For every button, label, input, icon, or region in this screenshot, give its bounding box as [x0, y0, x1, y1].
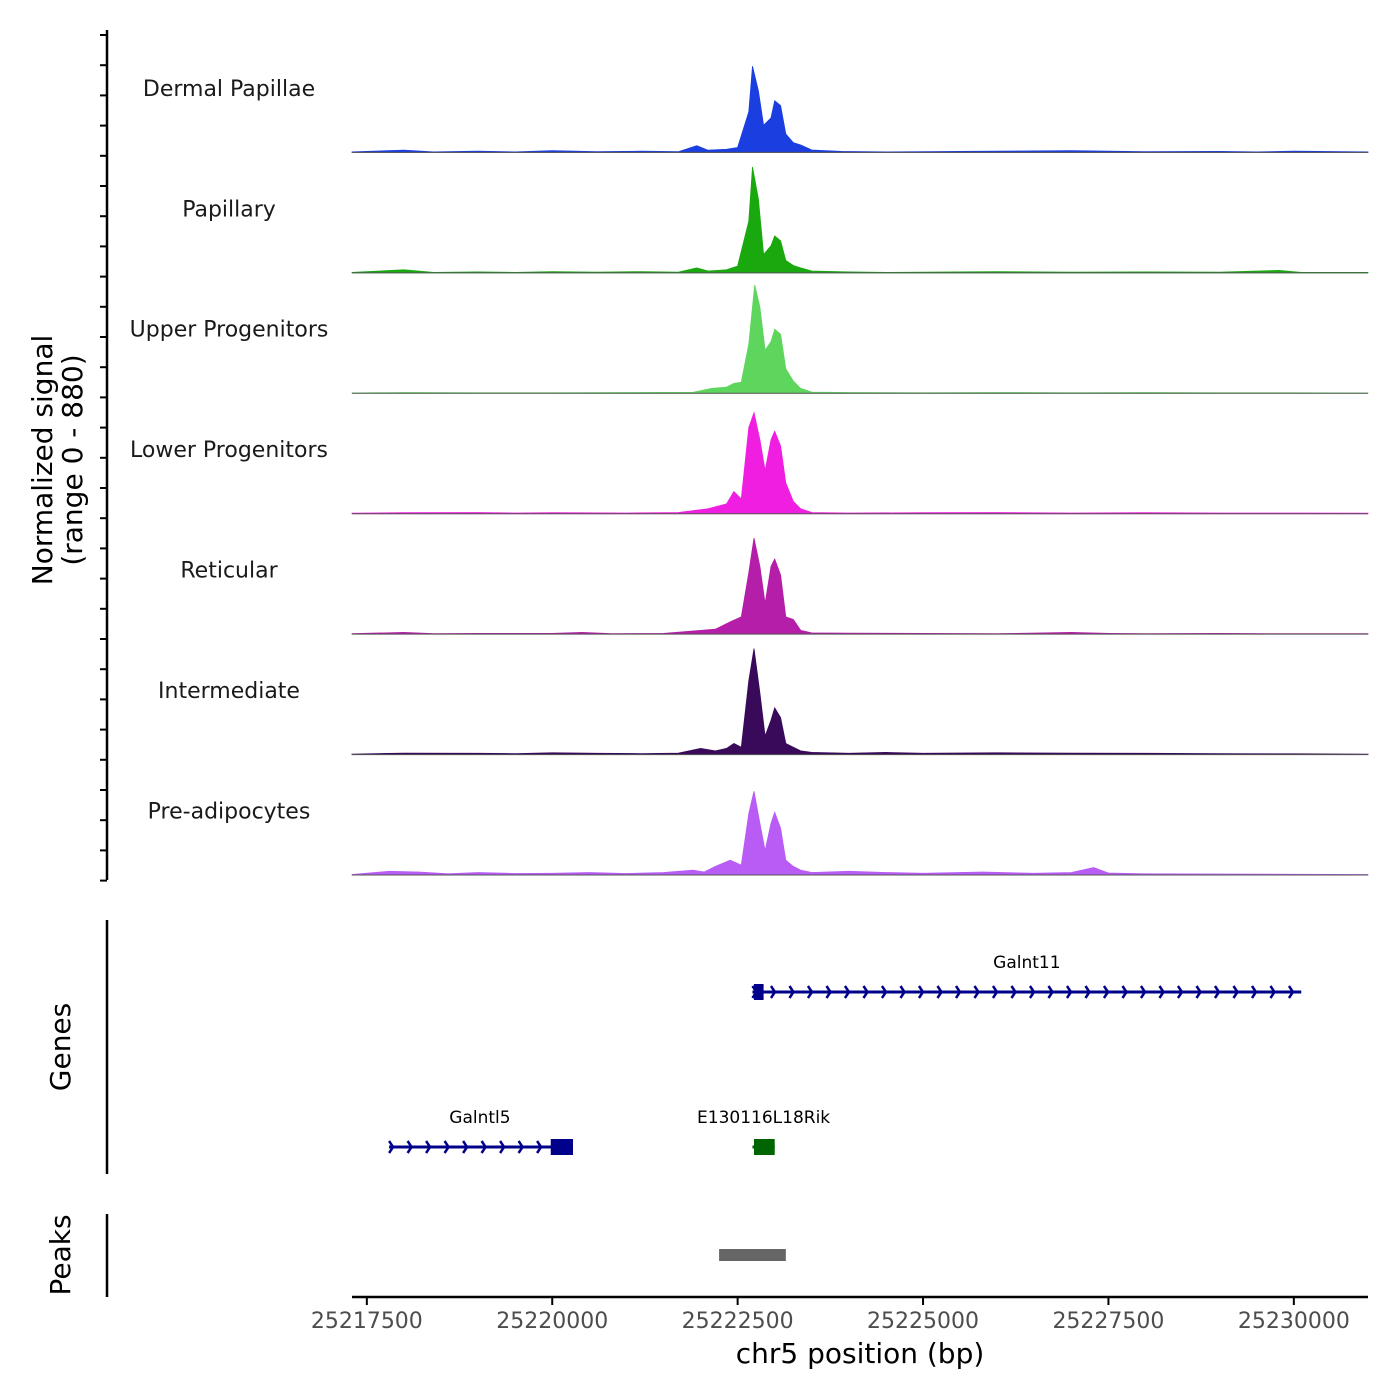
y-axis-title-line1: Normalized signal	[26, 335, 59, 586]
strand-arrow	[406, 1140, 414, 1154]
strand-arrow	[917, 985, 925, 999]
strand-arrow	[1084, 985, 1091, 999]
strand-arrow	[1028, 985, 1036, 999]
gene-galntl5: Galntl5	[388, 1108, 573, 1155]
peak-region	[719, 1249, 786, 1261]
track-upper-progenitors: Upper Progenitors	[130, 284, 1369, 394]
strand-arrow	[1065, 985, 1073, 999]
gene-label: Galnt11	[993, 953, 1060, 973]
y-axis-ticks	[100, 34, 107, 882]
strand-arrow	[425, 1140, 432, 1154]
strand-arrow	[499, 1140, 506, 1154]
strand-arrow	[899, 985, 906, 999]
x-tick-label: 25227500	[1052, 1309, 1164, 1334]
track-label: Lower Progenitors	[130, 438, 328, 463]
strand-arrow	[973, 985, 980, 999]
track-lower-progenitors: Lower Progenitors	[130, 411, 1369, 515]
strand-arrow	[443, 1140, 451, 1154]
x-tick-label: 25217500	[311, 1309, 423, 1334]
track-label: Upper Progenitors	[130, 318, 329, 343]
strand-arrow	[1176, 985, 1184, 999]
strand-arrow	[769, 985, 777, 999]
peaks-track-title: Peaks	[44, 1214, 77, 1295]
strand-arrow	[1010, 985, 1017, 999]
strand-arrow	[954, 985, 962, 999]
strand-arrow	[991, 985, 999, 999]
strand-arrow	[880, 985, 888, 999]
strand-arrow	[462, 1140, 469, 1154]
track-label: Reticular	[180, 559, 278, 584]
track-label: Pre-adipocytes	[148, 799, 311, 824]
strand-arrow	[806, 985, 814, 999]
strand-arrow	[936, 985, 943, 999]
track-label: Papillary	[182, 197, 276, 222]
x-tick-label: 25220000	[496, 1309, 608, 1334]
gene-label: E130116L18Rik	[697, 1108, 830, 1128]
gene-exon	[753, 984, 764, 1000]
strand-arrow	[1139, 985, 1147, 999]
strand-arrow	[825, 985, 832, 999]
peak-track	[719, 1249, 786, 1261]
track-signal-area	[351, 166, 1369, 274]
gene-exon	[550, 1139, 573, 1155]
gene-label: Galntl5	[449, 1108, 510, 1128]
x-axis-title: chr5 position (bp)	[736, 1337, 985, 1370]
strand-arrow	[1287, 985, 1295, 999]
track-intermediate: Intermediate	[158, 648, 1369, 756]
track-reticular: Reticular	[180, 538, 1369, 635]
track-signal-area	[351, 791, 1369, 876]
track-signal-area	[351, 411, 1369, 515]
track-signal-area	[351, 66, 1369, 153]
genes-track-title: Genes	[44, 1003, 77, 1091]
track-pre-adipocytes: Pre-adipocytes	[148, 791, 1369, 876]
track-papillary: Papillary	[182, 166, 1369, 274]
strand-arrow	[1269, 985, 1276, 999]
strand-arrow	[480, 1140, 488, 1154]
strand-arrow	[1158, 985, 1165, 999]
strand-arrow	[1121, 985, 1128, 999]
track-signal-area	[351, 538, 1369, 635]
y-axis-title-line2: (range 0 - 880)	[56, 354, 89, 565]
track-signal-area	[351, 284, 1369, 394]
x-tick-label: 25230000	[1238, 1309, 1350, 1334]
track-label: Dermal Papillae	[143, 77, 315, 102]
gene-e130116l18rik: E130116L18Rik	[697, 1108, 830, 1155]
strand-arrow	[788, 985, 795, 999]
strand-arrow	[517, 1140, 525, 1154]
strand-arrow	[1195, 985, 1202, 999]
strand-arrow	[1232, 985, 1239, 999]
track-label: Intermediate	[158, 679, 300, 704]
x-tick-label: 25225000	[867, 1309, 979, 1334]
track-dermal-papillae: Dermal Papillae	[143, 66, 1369, 153]
strand-arrow	[843, 985, 851, 999]
strand-arrow	[1213, 985, 1221, 999]
y-axis-title: Normalized signal (range 0 - 880)	[26, 335, 89, 586]
strand-arrow	[536, 1140, 543, 1154]
strand-arrow	[388, 1140, 395, 1154]
x-axis-ticks: 25217500 25220000 25222500 25225000 25227500…	[311, 1297, 1350, 1334]
track-signal-area	[351, 648, 1369, 755]
strand-arrow	[862, 985, 869, 999]
x-tick-label: 25222500	[682, 1309, 794, 1334]
coverage-tracks: Dermal Papillae Papillary Upper Progenitor…	[130, 66, 1369, 876]
gene-galnt11: Galnt11	[751, 953, 1302, 1000]
strand-arrow	[1047, 985, 1054, 999]
strand-arrow	[1250, 985, 1258, 999]
gene-track: Galnt11 Galntl5 E130116L18Rik	[388, 953, 1302, 1155]
gene-exon	[753, 1139, 775, 1155]
strand-arrow	[1102, 985, 1110, 999]
